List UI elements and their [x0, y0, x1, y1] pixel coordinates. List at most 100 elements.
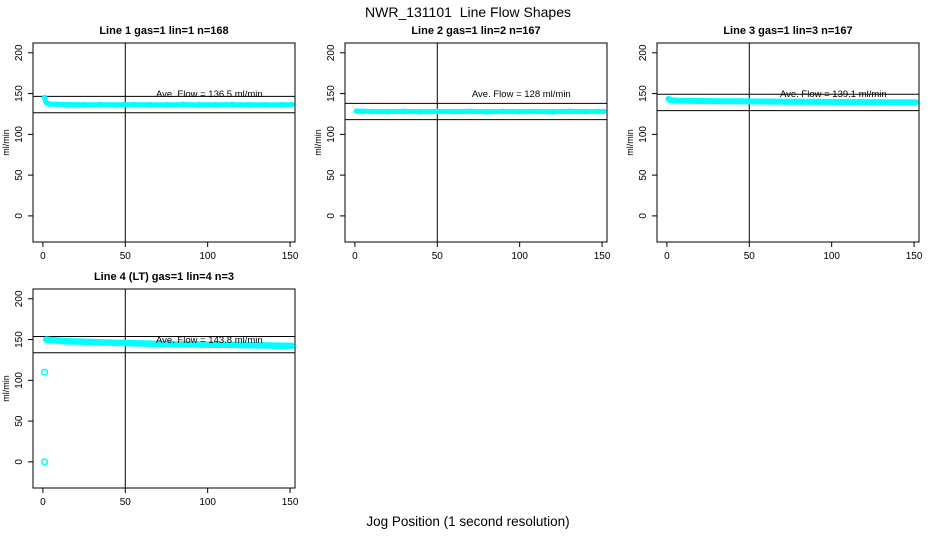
data-point — [434, 108, 441, 115]
data-point — [738, 98, 744, 105]
x-tick-label: 100 — [199, 497, 216, 508]
ave-flow-label: Ave. Flow = 139.1 ml/min — [780, 89, 887, 100]
data-point — [114, 101, 120, 108]
chart-line-1: Line 1 gas=1 lin=1 n=168 0 50 100 150 0 50 100 1… — [1, 25, 299, 262]
y-tick-label: 0 — [14, 459, 25, 465]
data-point — [53, 337, 59, 344]
data-point — [912, 99, 919, 106]
data-point — [163, 341, 170, 347]
y-tick-label: 0 — [14, 213, 25, 219]
data-point — [667, 97, 674, 103]
y-tick-label: 50 — [326, 169, 337, 181]
y-tick-label: 0 — [638, 213, 649, 219]
outlier-point — [40, 368, 49, 376]
data-point — [229, 101, 236, 108]
y-tick-label: 100 — [638, 126, 649, 143]
data-point — [353, 108, 360, 115]
x-tick-label: 150 — [282, 497, 299, 508]
panel-line-4: Line 4 (LT) gas=1 lin=4 n=3 0 50 100 150 0 50 1… — [0, 266, 312, 514]
data-point — [81, 101, 87, 108]
data-point — [360, 108, 367, 115]
data-point — [566, 108, 573, 115]
data-point — [196, 341, 203, 348]
data-point — [130, 340, 137, 347]
data-point — [53, 101, 59, 108]
data-point — [229, 342, 236, 348]
data-point — [196, 101, 203, 108]
x-tick-label: 100 — [511, 251, 528, 262]
y-tick-label: 200 — [14, 290, 25, 307]
data-point — [902, 99, 909, 106]
data-point — [721, 98, 728, 105]
x-tick-label: 0 — [40, 251, 46, 262]
plot-box — [32, 42, 296, 243]
data-point — [97, 101, 104, 108]
data-point — [516, 108, 523, 115]
data-point — [41, 94, 48, 101]
data-point — [533, 108, 540, 115]
data-point — [245, 342, 252, 349]
data-point — [600, 108, 607, 115]
data-point — [288, 101, 295, 108]
data-point — [582, 108, 589, 115]
data-point — [288, 343, 295, 349]
data-point — [787, 98, 794, 105]
data-band — [42, 95, 295, 108]
panel-title: Line 3 gas=1 lin=3 n=167 — [723, 25, 852, 37]
data-point — [549, 108, 556, 115]
ave-flow-label: Ave. Flow = 128 ml/min — [472, 89, 571, 100]
y-tick-label: 50 — [14, 169, 25, 181]
data-point — [245, 101, 252, 108]
data-point — [163, 101, 170, 108]
data-point — [754, 98, 761, 105]
data-point — [213, 101, 219, 108]
data-point — [677, 97, 683, 104]
y-tick-label: 150 — [14, 85, 25, 102]
x-tick-label: 150 — [906, 251, 923, 262]
y-tick-label: 100 — [14, 372, 25, 389]
y-tick-label: 200 — [326, 44, 337, 61]
data-point — [147, 101, 153, 108]
data-point — [869, 99, 876, 106]
shared-x-axis-label: Jog Position (1 second resolution) — [366, 514, 570, 529]
x-tick-label: 100 — [199, 251, 216, 262]
y-axis-label: ml/min — [1, 129, 11, 156]
data-point — [262, 342, 269, 349]
x-tick-label: 150 — [594, 251, 611, 262]
data-point — [64, 338, 71, 345]
data-point — [384, 108, 391, 115]
data-point — [368, 108, 375, 115]
y-tick-label: 200 — [638, 44, 649, 61]
data-point — [771, 98, 777, 105]
ave-flow-label: Ave. Flow = 143.8 ml/min — [156, 335, 263, 346]
x-tick-label: 150 — [282, 251, 299, 262]
data-point — [853, 99, 860, 105]
outlier-point — [40, 458, 49, 466]
data-point — [43, 336, 50, 343]
panel-line-3: Line 3 gas=1 lin=3 n=167 0 50 100 150 0 50 100 1… — [624, 20, 936, 268]
y-tick-label: 150 — [326, 85, 337, 102]
y-axis-label: ml/min — [313, 129, 323, 156]
x-tick-label: 50 — [744, 251, 756, 262]
data-point — [180, 101, 186, 108]
panel-title: Line 1 gas=1 lin=1 n=168 — [99, 25, 228, 37]
data-point — [46, 101, 53, 107]
x-tick-label: 50 — [120, 251, 132, 262]
y-tick-label: 150 — [638, 85, 649, 102]
plot-box — [32, 288, 296, 489]
data-point — [46, 337, 53, 343]
y-tick-label: 0 — [326, 213, 337, 219]
data-point — [820, 98, 827, 105]
data-point — [886, 99, 893, 106]
data-point — [401, 108, 408, 115]
y-tick-label: 50 — [638, 169, 649, 181]
data-band — [665, 95, 919, 106]
x-tick-label: 0 — [664, 251, 670, 262]
y-tick-label: 100 — [326, 126, 337, 143]
y-tick-label: 150 — [14, 331, 25, 348]
y-tick-label: 100 — [14, 126, 25, 143]
data-point — [213, 341, 219, 348]
panel-line-1: Line 1 gas=1 lin=1 n=168 0 50 100 150 0 50 100 1… — [0, 20, 312, 268]
page-title: NWR_131101 Line Flow Shapes — [365, 4, 571, 20]
